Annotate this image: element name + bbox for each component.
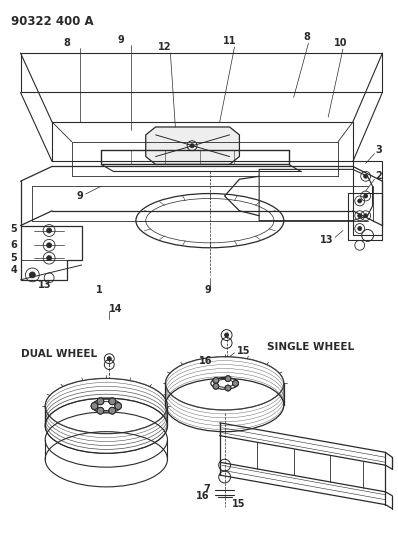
Circle shape (364, 214, 368, 217)
Circle shape (91, 402, 98, 409)
Circle shape (190, 144, 194, 148)
Text: 10: 10 (334, 38, 348, 48)
Circle shape (97, 398, 104, 405)
Circle shape (107, 357, 111, 361)
Text: 8: 8 (63, 38, 70, 48)
Text: 13: 13 (37, 280, 51, 290)
Text: 9: 9 (77, 191, 84, 201)
Text: 12: 12 (158, 42, 171, 52)
Text: 13: 13 (320, 236, 333, 245)
Circle shape (225, 385, 231, 391)
Circle shape (115, 402, 122, 409)
Circle shape (225, 376, 231, 382)
Circle shape (364, 174, 368, 178)
Text: 16: 16 (196, 491, 210, 501)
Circle shape (47, 228, 52, 233)
Circle shape (109, 398, 116, 405)
Text: 14: 14 (109, 304, 123, 314)
Text: 9: 9 (205, 285, 211, 295)
Circle shape (358, 199, 362, 203)
Text: 4: 4 (11, 265, 18, 275)
Text: 5: 5 (11, 253, 18, 263)
Text: 15: 15 (236, 346, 250, 356)
Text: 8: 8 (303, 32, 310, 42)
Text: 15: 15 (232, 499, 245, 508)
Text: 9: 9 (118, 35, 125, 45)
Text: 16: 16 (199, 356, 213, 366)
Circle shape (47, 256, 52, 261)
Text: SINGLE WHEEL: SINGLE WHEEL (267, 342, 354, 352)
Circle shape (109, 407, 116, 414)
Text: 5: 5 (11, 223, 18, 233)
Circle shape (29, 272, 35, 278)
Text: DUAL WHEEL: DUAL WHEEL (21, 349, 97, 359)
Circle shape (224, 333, 228, 337)
Text: 6: 6 (11, 240, 18, 251)
Circle shape (232, 381, 238, 386)
Circle shape (358, 214, 362, 217)
Text: 2: 2 (375, 171, 382, 181)
Text: 11: 11 (223, 36, 236, 46)
Circle shape (358, 227, 362, 230)
Text: 1: 1 (96, 285, 103, 295)
Circle shape (364, 194, 368, 198)
Polygon shape (146, 127, 240, 165)
Text: 3: 3 (375, 144, 382, 155)
Circle shape (97, 407, 104, 414)
Circle shape (47, 243, 52, 248)
Circle shape (213, 377, 219, 383)
Circle shape (213, 383, 219, 389)
Text: 7: 7 (203, 484, 210, 494)
Text: 90322 400 A: 90322 400 A (11, 15, 93, 28)
